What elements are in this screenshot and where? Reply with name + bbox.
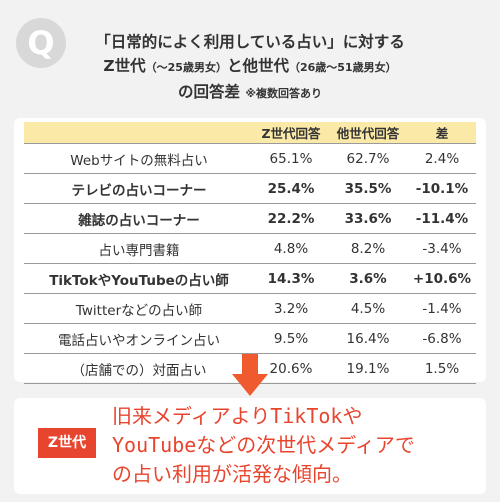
- q-mark-icon: Q: [16, 18, 66, 68]
- row-other-value: 19.1%: [328, 353, 408, 384]
- row-other-value: 16.4%: [328, 323, 408, 354]
- table-row: Twitterなどの占い師 3.2% 4.5% -1.4%: [24, 293, 476, 324]
- heading-gen-z: Z世代: [103, 57, 146, 75]
- row-other-value: 3.6%: [328, 263, 408, 294]
- heading-diff: の回答差: [177, 83, 240, 101]
- row-diff-value: -6.8%: [408, 323, 476, 354]
- row-label: 雑誌の占いコーナー: [24, 203, 254, 234]
- heading-note: ※複数回答あり: [245, 87, 323, 100]
- row-label: Twitterなどの占い師: [24, 293, 254, 324]
- conclusion-line2: YouTubeなどの次世代メディアで: [112, 433, 415, 457]
- table-header-z: Z世代回答: [254, 122, 328, 144]
- row-other-value: 62.7%: [328, 143, 408, 174]
- row-label: テレビの占いコーナー: [24, 173, 254, 204]
- table-row: 電話占いやオンライン占い 9.5% 16.4% -6.8%: [24, 323, 476, 354]
- row-label: 占い専門書籍: [24, 233, 254, 264]
- row-diff-value: 1.5%: [408, 353, 476, 384]
- row-z-value: 65.1%: [254, 143, 328, 174]
- row-label: Webサイトの無料占い: [24, 143, 254, 174]
- heading-line3: の回答差 ※複数回答あり: [60, 80, 440, 106]
- table-row: テレビの占いコーナー 25.4% 35.5% -10.1%: [24, 173, 476, 204]
- row-z-value: 25.4%: [254, 173, 328, 204]
- q-letter: Q: [27, 24, 54, 62]
- row-other-value: 4.5%: [328, 293, 408, 324]
- heading-gen-z-age: （〜25歳男女）: [145, 61, 227, 74]
- table-row: 雑誌の占いコーナー 22.2% 33.6% -11.4%: [24, 203, 476, 234]
- row-label: 電話占いやオンライン占い: [24, 323, 254, 354]
- heading-line1: 「日常的によく利用している占い」に対する: [95, 33, 405, 51]
- heading-other-gen: と他世代: [226, 57, 289, 75]
- row-diff-value: -11.4%: [408, 203, 476, 234]
- conclusion-line3: の占い利用が活発な傾向。: [112, 462, 352, 486]
- row-z-value: 9.5%: [254, 323, 328, 354]
- table-header-diff: 差: [408, 122, 476, 144]
- row-z-value: 14.3%: [254, 263, 328, 294]
- table-row: Webサイトの無料占い 65.1% 62.7% 2.4%: [24, 143, 476, 174]
- row-z-value: 22.2%: [254, 203, 328, 234]
- heading-other-gen-age: （26歳〜51歳男女）: [288, 61, 397, 74]
- row-z-value: 20.6%: [254, 353, 328, 384]
- row-z-value: 3.2%: [254, 293, 328, 324]
- conclusion-line1: 旧来メディアよりTikTokや: [112, 404, 363, 428]
- row-diff-value: 2.4%: [408, 143, 476, 174]
- row-label: （店舗での）対面占い: [24, 353, 254, 384]
- conclusion-text: 旧来メディアよりTikTokや YouTubeなどの次世代メディアで の占い利用…: [112, 402, 482, 489]
- table-header-blank: [24, 122, 254, 144]
- table-row: 占い専門書籍 4.8% 8.2% -3.4%: [24, 233, 476, 264]
- row-diff-value: -10.1%: [408, 173, 476, 204]
- table-header-row: Z世代回答 他世代回答 差: [24, 122, 476, 144]
- data-table: Z世代回答 他世代回答 差 Webサイトの無料占い 65.1% 62.7% 2.4% テ…: [24, 122, 476, 384]
- gen-z-badge: Z世代: [38, 428, 96, 458]
- row-diff-value: -1.4%: [408, 293, 476, 324]
- row-other-value: 33.6%: [328, 203, 408, 234]
- table-row: （店舗での）対面占い 20.6% 19.1% 1.5%: [24, 353, 476, 384]
- down-arrow-icon: [232, 354, 268, 396]
- row-other-value: 8.2%: [328, 233, 408, 264]
- row-other-value: 35.5%: [328, 173, 408, 204]
- heading: 「日常的によく利用している占い」に対する Z世代（〜25歳男女）と他世代（26歳…: [60, 30, 440, 106]
- row-diff-value: +10.6%: [408, 263, 476, 294]
- row-label: TikTokやYouTubeの占い師: [24, 263, 254, 294]
- table-row: TikTokやYouTubeの占い師 14.3% 3.6% +10.6%: [24, 263, 476, 294]
- table-header-other: 他世代回答: [328, 122, 408, 144]
- heading-line2: Z世代（〜25歳男女）と他世代（26歳〜51歳男女）: [60, 54, 440, 80]
- row-diff-value: -3.4%: [408, 233, 476, 264]
- row-z-value: 4.8%: [254, 233, 328, 264]
